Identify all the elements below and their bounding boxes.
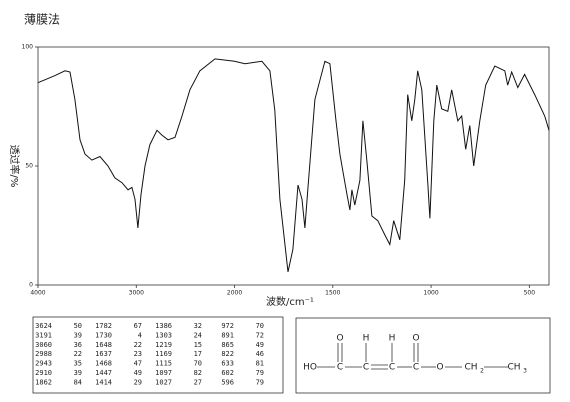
table-cell: 70	[256, 322, 264, 330]
table-cell: 79	[256, 378, 264, 386]
table-cell: 4	[138, 331, 142, 339]
atom-label: H	[363, 334, 370, 344]
table-cell: 82	[194, 369, 202, 377]
table-cell: 24	[194, 331, 202, 339]
table-cell: 1303	[155, 331, 172, 339]
table-cell: 67	[134, 322, 142, 330]
spectrum-line	[37, 58, 550, 273]
atom-label: 3	[523, 368, 527, 375]
table-cell: 49	[134, 369, 142, 377]
x-tick-label: 1000	[423, 290, 438, 297]
x-tick-label: 2000	[227, 290, 242, 297]
table-cell: 1115	[155, 360, 172, 368]
table-cell: 1027	[155, 378, 172, 386]
table-cell: 3191	[35, 331, 52, 339]
table-cell: 29	[134, 378, 142, 386]
table-cell: 32	[194, 322, 202, 330]
table-cell: 47	[134, 360, 142, 368]
y-axis-label: 透过率/%	[8, 145, 21, 188]
atom-label: C	[363, 363, 369, 373]
table-cell: 35	[74, 360, 82, 368]
y-tick-label: 100	[22, 44, 34, 51]
table-cell: 2910	[35, 369, 52, 377]
table-cell: 1097	[155, 369, 172, 377]
table-cell: 602	[221, 369, 234, 377]
table-cell: 1862	[35, 378, 52, 386]
table-cell: 972	[221, 322, 234, 330]
table-cell: 1169	[155, 350, 172, 358]
x-tick-label: 1500	[325, 290, 340, 297]
atom-label: C	[413, 363, 419, 373]
atom-label: O	[412, 334, 419, 344]
atom-label: 2	[480, 368, 484, 375]
table-cell: 49	[256, 341, 264, 349]
atom-label: CH	[464, 363, 477, 373]
table-cell: 1414	[95, 378, 112, 386]
table-cell: 70	[194, 360, 202, 368]
x-tick-label: 500	[524, 290, 536, 297]
table-cell: 46	[256, 350, 264, 358]
y-tick-label: 0	[29, 282, 33, 289]
table-cell: 39	[74, 331, 82, 339]
table-cell: 3060	[35, 341, 52, 349]
table-cell: 50	[74, 322, 82, 330]
table-cell: 15	[194, 341, 202, 349]
table-cell: 1468	[95, 360, 112, 368]
table-cell: 1219	[155, 341, 172, 349]
table-cell: 27	[194, 378, 202, 386]
structure-frame	[295, 317, 551, 394]
table-cell: 84	[74, 378, 82, 386]
table-cell: 865	[221, 341, 234, 349]
chart-title: 薄膜法	[24, 12, 60, 27]
table-cell: 2988	[35, 350, 52, 358]
table-cell: 3624	[35, 322, 52, 330]
atom-label: HO	[303, 363, 317, 373]
table-cell: 891	[221, 331, 234, 339]
table-cell: 1648	[95, 341, 112, 349]
table-cell: 1386	[155, 322, 172, 330]
table-cell: 79	[256, 369, 264, 377]
table-cell: 596	[221, 378, 234, 386]
table-cell: 39	[74, 369, 82, 377]
x-tick-label: 3000	[129, 290, 144, 297]
table-cell: 22	[134, 341, 142, 349]
table-cell: 1637	[95, 350, 112, 358]
table-cell: 1730	[95, 331, 112, 339]
table-cell: 1447	[95, 369, 112, 377]
y-tick-label: 50	[25, 163, 33, 170]
plot-frame	[37, 46, 550, 286]
table-cell: 72	[256, 331, 264, 339]
atom-label: C	[337, 363, 343, 373]
table-cell: 17	[194, 350, 202, 358]
table-cell: 23	[134, 350, 142, 358]
atom-label: CH	[507, 363, 520, 373]
bonds	[317, 343, 508, 370]
atom-label: H	[389, 334, 396, 344]
atom-label: O	[336, 334, 343, 344]
table-frame	[32, 316, 284, 394]
table-cell: 22	[74, 350, 82, 358]
table-cell: 81	[256, 360, 264, 368]
table-cell: 822	[221, 350, 234, 358]
atom-label: O	[436, 363, 443, 373]
table-cell: 1782	[95, 322, 112, 330]
table-cell: 633	[221, 360, 234, 368]
x-tick-label: 4000	[30, 290, 45, 297]
table-cell: 36	[74, 341, 82, 349]
table-cell: 2943	[35, 360, 52, 368]
x-axis-label: 波数/cm⁻¹	[266, 295, 314, 308]
atom-label: C	[389, 363, 395, 373]
